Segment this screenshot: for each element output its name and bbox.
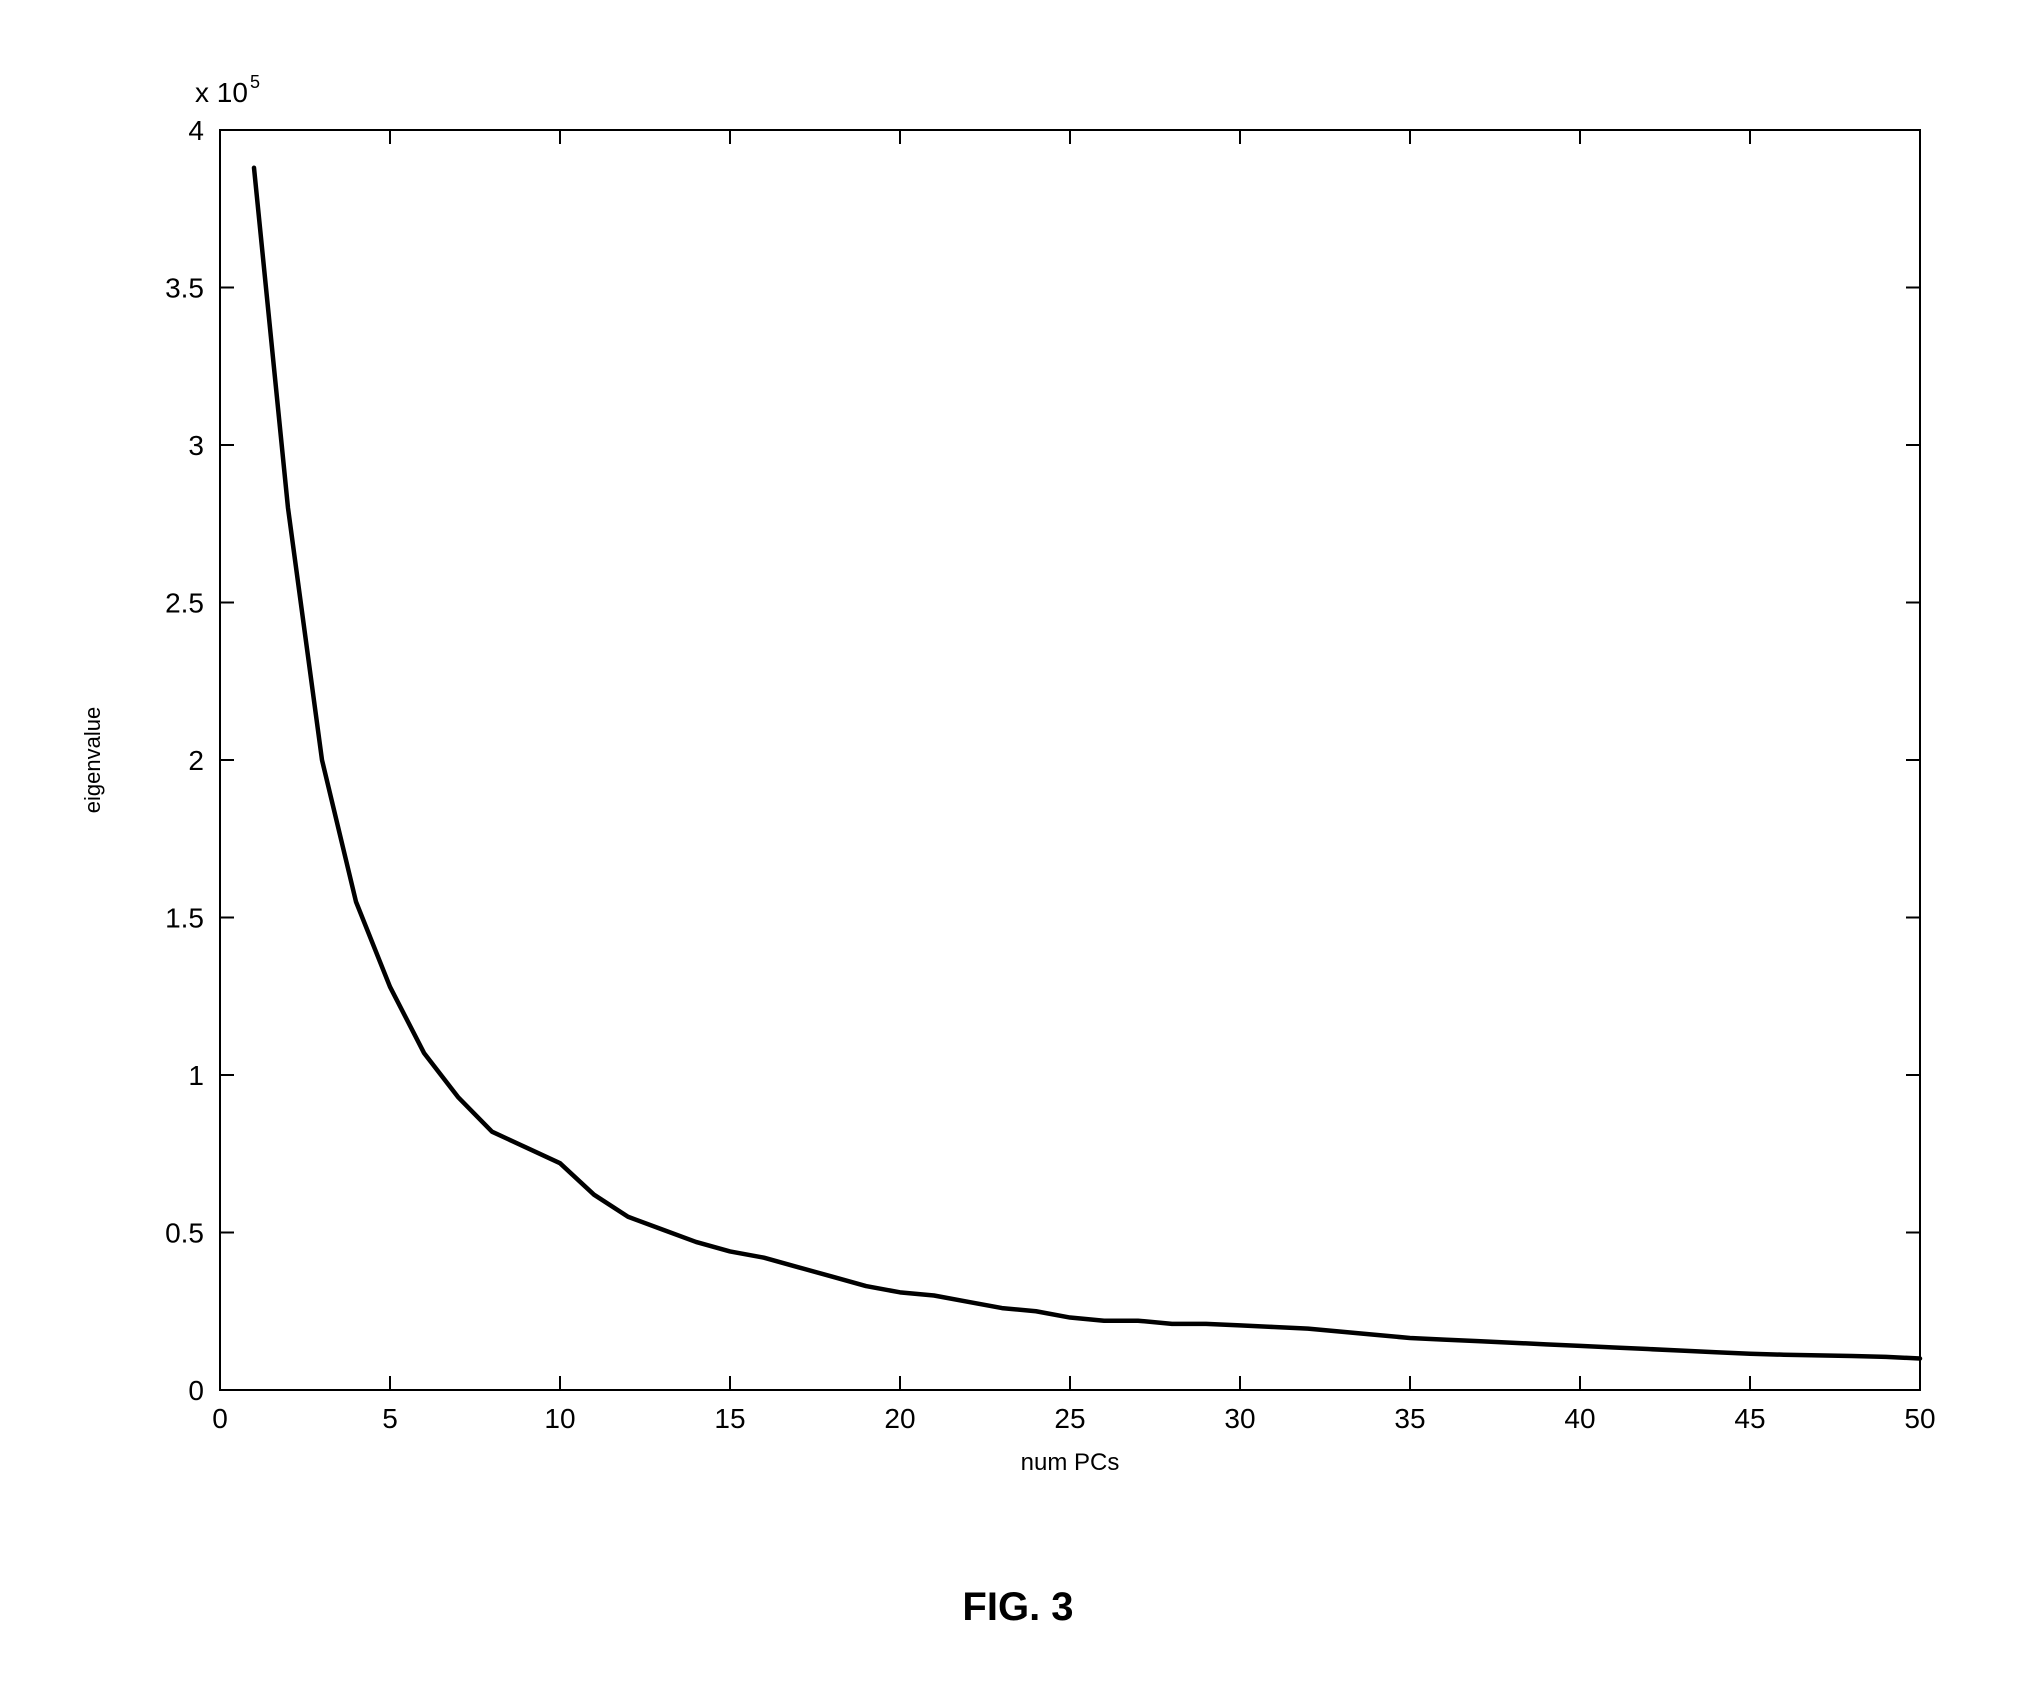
x-tick-label: 15 <box>714 1403 745 1434</box>
y-tick-label: 0.5 <box>165 1218 204 1249</box>
x-axis-label: num PCs <box>1021 1449 1120 1476</box>
y-tick-label: 0 <box>188 1375 204 1406</box>
x-tick-label: 5 <box>382 1403 398 1434</box>
page: 0510152025303540455000.511.522.533.54x 1… <box>0 0 2036 1690</box>
x-tick-label: 10 <box>544 1403 575 1434</box>
eigenvalue-line-chart: 0510152025303540455000.511.522.533.54x 1… <box>0 0 2036 1560</box>
y-tick-label: 1.5 <box>165 903 204 934</box>
x-tick-label: 45 <box>1734 1403 1765 1434</box>
x-tick-label: 20 <box>884 1403 915 1434</box>
x-tick-label: 40 <box>1564 1403 1595 1434</box>
y-tick-label: 2.5 <box>165 588 204 619</box>
y-tick-label: 3.5 <box>165 273 204 304</box>
x-tick-label: 30 <box>1224 1403 1255 1434</box>
x-tick-label: 0 <box>212 1403 228 1434</box>
x-tick-label: 25 <box>1054 1403 1085 1434</box>
x-tick-label: 35 <box>1394 1403 1425 1434</box>
y-tick-label: 2 <box>188 745 204 776</box>
figure-caption: FIG. 3 <box>0 1585 2036 1630</box>
y-axis-label: eigenvalue <box>80 707 105 813</box>
y-tick-label: 4 <box>188 115 204 146</box>
y-tick-label: 3 <box>188 430 204 461</box>
x-tick-label: 50 <box>1904 1403 1935 1434</box>
y-tick-label: 1 <box>188 1060 204 1091</box>
